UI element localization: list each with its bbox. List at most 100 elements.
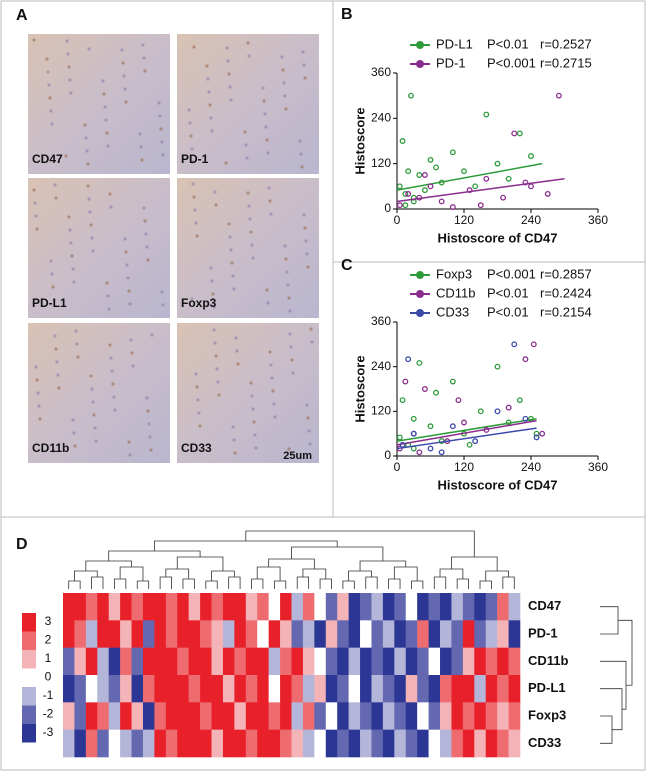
tissue-image — [28, 34, 170, 174]
texture — [53, 183, 57, 187]
texture — [50, 122, 54, 126]
texture — [304, 239, 308, 243]
texture — [189, 134, 193, 138]
texture — [91, 400, 95, 404]
heatmap-cell — [337, 647, 349, 676]
heatmap-cell — [154, 593, 167, 621]
heatmap-cell — [211, 620, 224, 648]
legend-p: P<0.001 — [487, 266, 536, 281]
texture — [287, 447, 291, 451]
x-tick-label: 0 — [394, 460, 401, 474]
point — [494, 160, 501, 167]
texture — [72, 280, 76, 284]
texture — [140, 158, 144, 162]
dendrogram — [348, 570, 372, 581]
point — [416, 172, 423, 178]
heatmap-cell — [348, 593, 361, 621]
heatmap-cell — [451, 702, 464, 730]
texture — [216, 380, 220, 384]
texture — [102, 92, 106, 96]
texture — [148, 435, 152, 439]
texture — [190, 147, 194, 151]
texture — [160, 140, 164, 144]
heatmap-cell — [360, 702, 372, 730]
texture — [105, 281, 109, 285]
heatmap-cell — [348, 729, 361, 758]
texture — [113, 408, 117, 412]
texture — [33, 201, 37, 205]
legend-label: CD11b — [436, 285, 476, 300]
heatmap-cell — [63, 593, 75, 621]
colorbar-label: -3 — [43, 725, 54, 739]
trend-line — [396, 418, 537, 442]
texture — [228, 85, 232, 89]
texture — [235, 349, 239, 353]
heatmap-cell — [222, 620, 235, 648]
heatmap-cell — [234, 675, 247, 703]
dendrogram — [359, 560, 407, 571]
heatmap-cell — [451, 675, 464, 703]
colorbar-swatch — [22, 668, 36, 687]
heatmap-cell — [108, 729, 121, 758]
texture — [284, 107, 288, 111]
texture — [262, 99, 266, 103]
row-label: CD11b — [528, 653, 569, 668]
heatmap-cell — [440, 647, 452, 676]
texture — [91, 249, 95, 253]
heatmap-cell — [200, 675, 212, 703]
heatmap-cell — [382, 620, 395, 648]
point — [472, 183, 479, 190]
texture — [70, 254, 74, 258]
legend-marker — [416, 60, 424, 68]
texture — [146, 258, 150, 262]
heatmap-cell — [154, 620, 167, 648]
texture — [142, 56, 146, 60]
x-tick-label: 120 — [454, 213, 474, 227]
colorbar-swatch — [22, 650, 36, 669]
heatmap-cell — [371, 593, 384, 621]
point — [410, 194, 417, 201]
heatmap-cell — [177, 675, 189, 703]
point — [421, 187, 428, 194]
point — [449, 378, 456, 385]
heatmap-cell — [245, 647, 258, 676]
heatmap-cell — [120, 647, 132, 676]
heatmap-cell — [291, 647, 304, 676]
heatmap-cell — [497, 620, 509, 648]
heatmap-cell — [394, 675, 407, 703]
texture — [270, 376, 274, 380]
heatmap-cell — [371, 620, 384, 648]
texture — [228, 235, 232, 239]
point — [505, 175, 512, 182]
heatmap-cell — [280, 620, 292, 648]
heatmap-cell — [382, 593, 395, 621]
heatmap-cell — [497, 702, 509, 730]
heatmap-cell — [474, 593, 487, 621]
heatmap-cell — [405, 620, 418, 648]
texture — [305, 403, 309, 407]
point — [511, 130, 518, 137]
texture — [288, 309, 292, 313]
dendrogram — [479, 580, 492, 589]
heatmap-cell — [405, 729, 418, 758]
heatmap-cell — [268, 620, 281, 648]
texture — [229, 98, 233, 102]
heatmap-cell — [314, 620, 327, 648]
heatmap-cell — [508, 675, 521, 703]
y-tick-label: 240 — [371, 111, 391, 125]
heatmap-cell — [222, 593, 235, 621]
texture — [273, 415, 277, 419]
heatmap-cell — [417, 647, 429, 676]
texture — [75, 342, 79, 346]
row-label: PD-L1 — [528, 680, 566, 695]
heatmap-cell — [245, 593, 258, 621]
dendrogram — [182, 578, 195, 589]
heatmap-cell — [382, 729, 395, 758]
texture — [106, 144, 110, 148]
heatmap-cell — [428, 593, 441, 621]
trend-line — [396, 419, 537, 446]
heatmap-cell — [440, 620, 452, 648]
heatmap-cell — [120, 729, 132, 758]
texture — [269, 363, 273, 367]
point — [433, 389, 440, 396]
